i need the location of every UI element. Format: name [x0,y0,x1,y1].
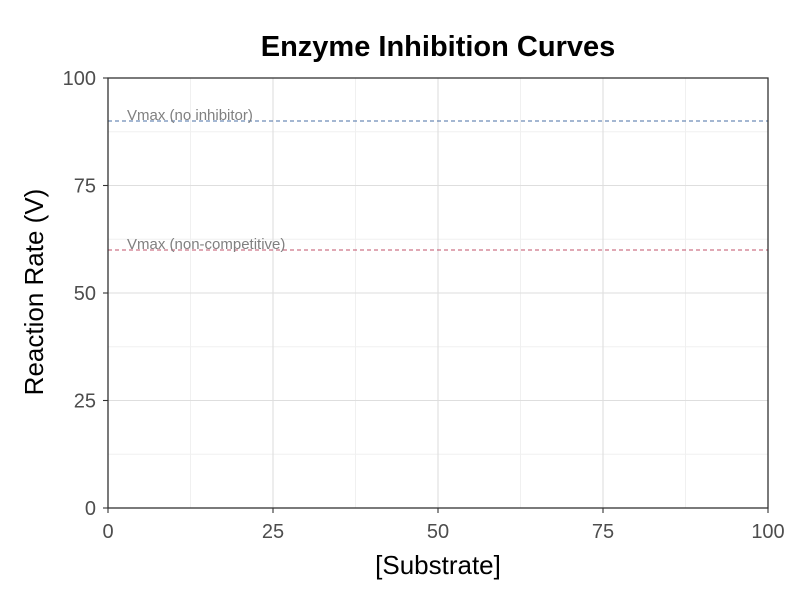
y-axis-ticks: 0 25 50 75 100 [63,68,108,520]
reference-line-labels: Vmax (no inhibitor) Vmax (non-competitive… [127,107,285,253]
x-tick-label: 100 [751,521,784,543]
y-tick-label: 75 [74,176,96,198]
x-axis-label: [Substrate] [375,550,501,580]
chart-title: Enzyme Inhibition Curves [261,31,616,63]
reference-lines [108,120,768,251]
reference-line-label-1: Vmax (no inhibitor) [127,107,253,124]
y-tick-label: 25 [74,391,96,413]
x-tick-label: 0 [102,521,113,543]
x-tick-label: 75 [592,521,614,543]
y-tick-label: 50 [74,283,96,305]
x-tick-label: 50 [427,521,449,543]
x-tick-label: 25 [262,521,284,543]
y-tick-label: 0 [85,498,96,520]
y-tick-label: 100 [63,68,96,90]
reference-line-label-2: Vmax (non-competitive) [127,236,285,253]
y-axis-label: Reaction Rate (V) [19,189,49,396]
x-axis-ticks: 0 25 50 75 100 [102,508,785,543]
